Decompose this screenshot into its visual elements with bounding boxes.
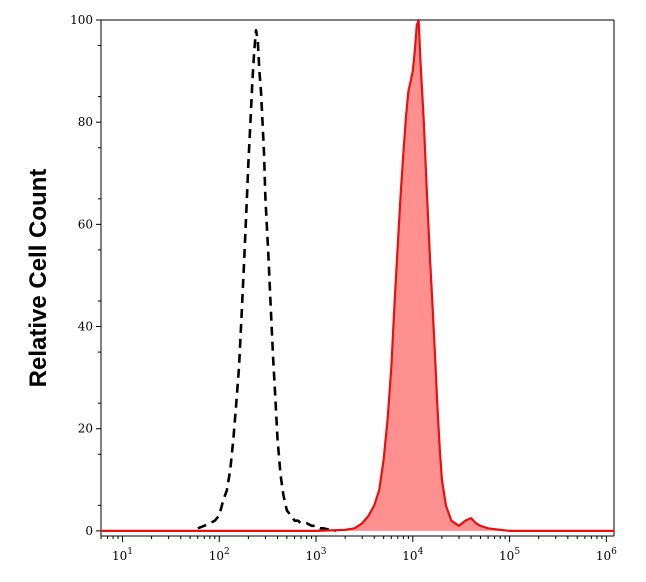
y-tick-label: 80 xyxy=(78,115,93,129)
plot-frame xyxy=(100,19,615,537)
series-1-line xyxy=(101,18,614,532)
x-tick-label: 106 xyxy=(596,547,617,563)
x-tick-label: 102 xyxy=(209,547,230,563)
x-tick-label: 101 xyxy=(112,547,133,563)
series-layer xyxy=(101,18,614,533)
x-axis-ticks: 101 102 103 104 105 106 xyxy=(100,536,617,563)
y-tick-label: 60 xyxy=(78,217,93,231)
series-0-line xyxy=(197,28,337,533)
x-tick-label: 105 xyxy=(499,547,520,563)
y-tick-label: 40 xyxy=(78,320,93,334)
x-tick-label: 104 xyxy=(402,547,423,563)
y-tick-label: 0 xyxy=(85,524,93,538)
y-axis-label: Relative Cell Count xyxy=(25,169,52,388)
y-axis-ticks: 0 20 40 60 80 100 xyxy=(70,13,101,538)
y-tick-label: 20 xyxy=(78,422,93,436)
x-tick-label: 103 xyxy=(306,547,327,563)
series-1-area xyxy=(101,20,614,531)
y-tick-label: 100 xyxy=(70,13,93,27)
